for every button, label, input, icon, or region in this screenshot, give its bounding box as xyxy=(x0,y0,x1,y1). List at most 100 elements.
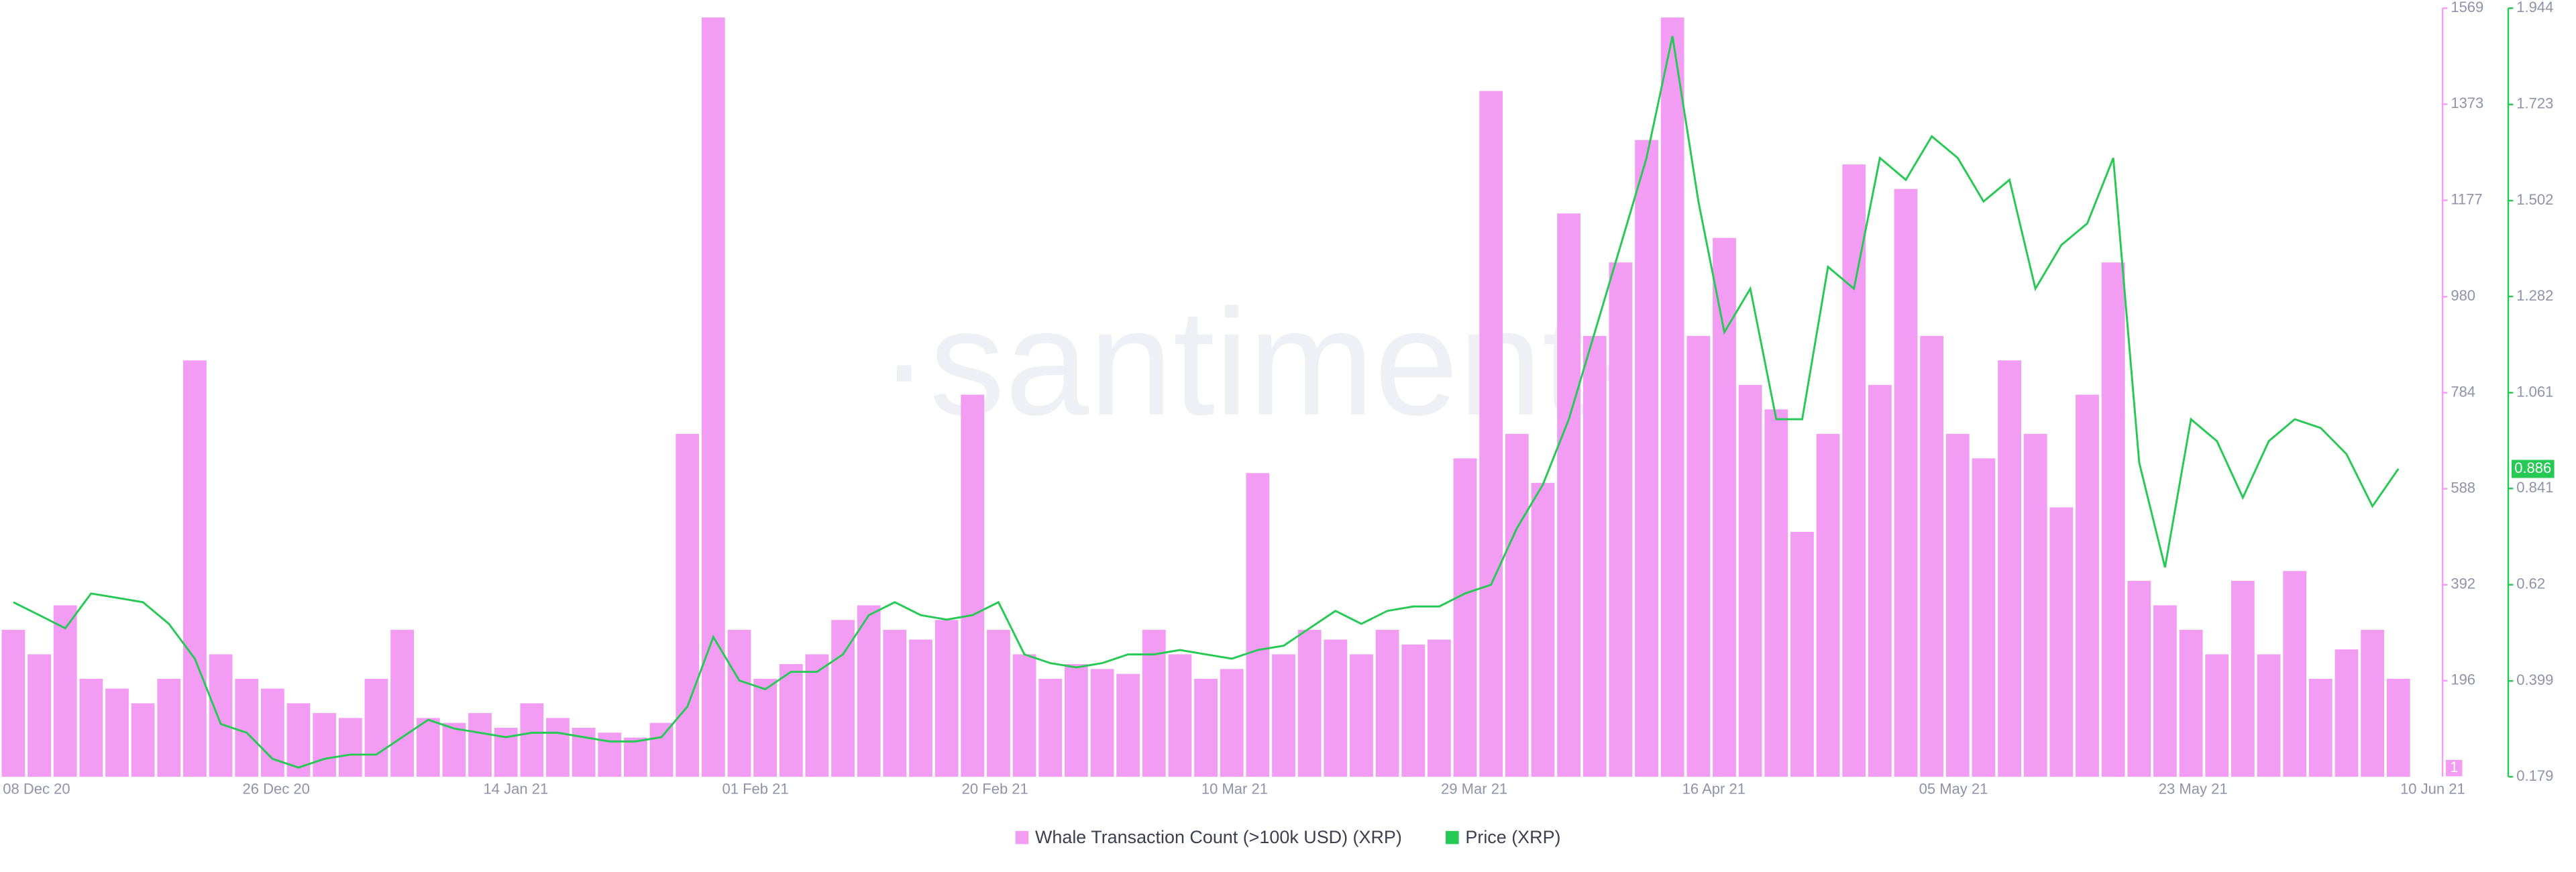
x-tick-label: 08 Dec 20 xyxy=(3,780,70,797)
bar xyxy=(1945,433,1970,777)
bar xyxy=(131,703,155,777)
bar xyxy=(701,17,725,777)
bar xyxy=(1246,473,1270,777)
bar xyxy=(1350,654,1373,777)
bar xyxy=(2023,433,2047,777)
bar xyxy=(1635,140,1658,777)
x-tick-label: 01 Feb 21 xyxy=(722,780,788,797)
y2-tick-label: 0.179 xyxy=(2516,767,2553,784)
bar xyxy=(235,678,259,777)
bar xyxy=(1090,669,1114,777)
bar xyxy=(1479,91,1503,777)
bar xyxy=(1324,639,1348,777)
bar xyxy=(1790,531,1814,777)
y2-tick-label: 1.502 xyxy=(2516,191,2553,208)
bar xyxy=(28,654,51,777)
price-badge: 0.886 xyxy=(2514,459,2551,476)
bar xyxy=(338,718,362,777)
bar xyxy=(1738,384,1762,777)
bar xyxy=(2386,678,2410,777)
bar xyxy=(1116,673,1140,777)
bar xyxy=(987,629,1010,777)
bar xyxy=(934,620,959,777)
bar xyxy=(1868,384,1892,777)
bar xyxy=(649,722,674,777)
y2-tick-label: 1.944 xyxy=(2516,0,2553,15)
bar xyxy=(2101,262,2125,777)
y-tick-label: 392 xyxy=(2451,576,2475,592)
bar xyxy=(1272,654,1295,777)
bar xyxy=(1401,644,1426,777)
bar xyxy=(1168,654,1192,777)
bar xyxy=(1582,335,1607,777)
y-tick-label: 1373 xyxy=(2451,95,2483,111)
bar xyxy=(520,703,544,777)
bar xyxy=(546,718,570,777)
bar xyxy=(753,678,777,777)
y-tick-label: 980 xyxy=(2451,287,2475,304)
bar xyxy=(260,688,284,777)
legend-label: Whale Transaction Count (>100k USD) (XRP… xyxy=(1035,827,1402,847)
bar xyxy=(883,629,907,777)
bar xyxy=(676,433,700,777)
bar xyxy=(1064,664,1088,777)
bar xyxy=(1816,433,1840,777)
x-tick-label: 29 Mar 21 xyxy=(1441,780,1507,797)
bar xyxy=(1142,629,1166,777)
price-line xyxy=(13,36,2400,769)
x-tick-label: 20 Feb 21 xyxy=(962,780,1028,797)
bar xyxy=(442,722,466,777)
bar xyxy=(909,639,932,777)
bar xyxy=(2283,571,2307,777)
bar xyxy=(1012,654,1036,777)
y2-tick-label: 0.62 xyxy=(2516,576,2545,592)
bar xyxy=(2361,629,2384,777)
legend-swatch xyxy=(1446,830,1459,844)
bar xyxy=(1038,678,1063,777)
x-tick-label: 16 Apr 21 xyxy=(1682,780,1746,797)
bar xyxy=(390,629,414,777)
y2-tick-label: 1.282 xyxy=(2516,287,2553,304)
bar xyxy=(1194,678,1218,777)
bar xyxy=(1972,458,1996,777)
bar xyxy=(779,664,803,777)
bar xyxy=(2127,580,2151,777)
watermark: ·santiment· xyxy=(879,278,1634,447)
bar xyxy=(183,360,207,777)
count-badge: 1 xyxy=(2450,759,2458,775)
count-badge-bg xyxy=(2445,759,2463,777)
y-tick-label: 1569 xyxy=(2451,0,2483,15)
x-tick-label: 14 Jan 21 xyxy=(483,780,548,797)
bar xyxy=(2153,605,2177,777)
bar xyxy=(1609,262,1633,777)
bar xyxy=(624,737,647,777)
x-tick-label: 26 Dec 20 xyxy=(242,780,309,797)
bar xyxy=(1686,335,1711,777)
bar xyxy=(79,678,103,777)
bar xyxy=(416,718,440,777)
bar xyxy=(1894,188,1918,777)
bar xyxy=(1505,433,1529,777)
bar xyxy=(1220,669,1244,777)
bar xyxy=(727,629,751,777)
bar xyxy=(1920,335,1944,777)
x-tick-label: 23 May 21 xyxy=(2159,780,2228,797)
bar xyxy=(53,605,77,777)
bar xyxy=(209,654,233,777)
bar xyxy=(1660,17,1684,777)
x-tick-label: 10 Jun 21 xyxy=(2400,780,2465,797)
bar xyxy=(2049,507,2074,777)
bar xyxy=(2076,394,2099,777)
legend-label: Price (XRP) xyxy=(1465,827,1560,847)
bar xyxy=(1764,409,1788,777)
y2-tick-label: 0.841 xyxy=(2516,479,2553,496)
bar xyxy=(468,713,492,777)
bar xyxy=(1842,164,1866,777)
legend: Whale Transaction Count (>100k USD) (XRP… xyxy=(1015,827,1561,847)
bar xyxy=(805,654,829,777)
legend-swatch xyxy=(1015,830,1029,844)
bar xyxy=(1557,213,1581,777)
bar xyxy=(2257,654,2281,777)
